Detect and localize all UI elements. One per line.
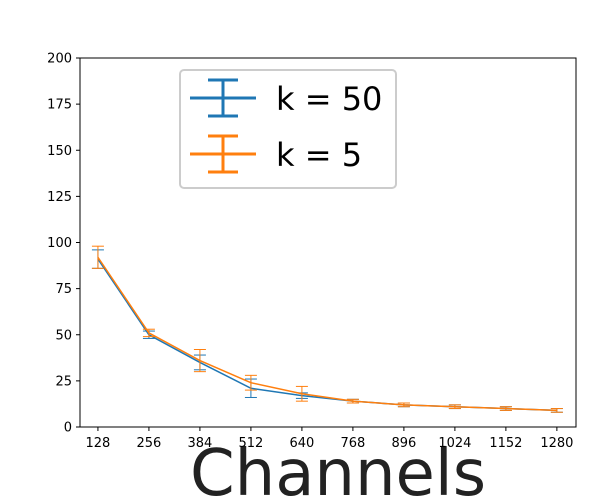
x-tick-label: 512 <box>238 436 263 451</box>
series-line <box>97 256 557 412</box>
x-tick-label: 1280 <box>540 436 573 451</box>
x-tick-label: 1152 <box>489 436 522 451</box>
y-tick-label: 0 <box>64 421 72 436</box>
legend-label: k = 50 <box>276 80 382 118</box>
x-tick-label: 384 <box>188 436 213 451</box>
x-tick-label: 896 <box>391 436 416 451</box>
y-tick-label: 200 <box>47 52 72 67</box>
x-tick-label: 1024 <box>438 436 471 451</box>
x-tick-label: 640 <box>289 436 314 451</box>
y-tick-label: 50 <box>55 328 72 343</box>
legend-label: k = 5 <box>276 136 362 174</box>
x-tick-label: 256 <box>137 436 162 451</box>
y-tick-label: 100 <box>47 236 72 251</box>
y-tick-label: 175 <box>47 98 72 113</box>
x-axis-label: Channels <box>190 437 486 500</box>
y-tick-label: 75 <box>55 282 72 297</box>
y-tick-label: 150 <box>47 144 72 159</box>
x-tick-label: 768 <box>340 436 365 451</box>
x-tick-label: 128 <box>86 436 111 451</box>
y-tick-label: 125 <box>47 190 72 205</box>
y-tick-label: 25 <box>55 374 72 389</box>
